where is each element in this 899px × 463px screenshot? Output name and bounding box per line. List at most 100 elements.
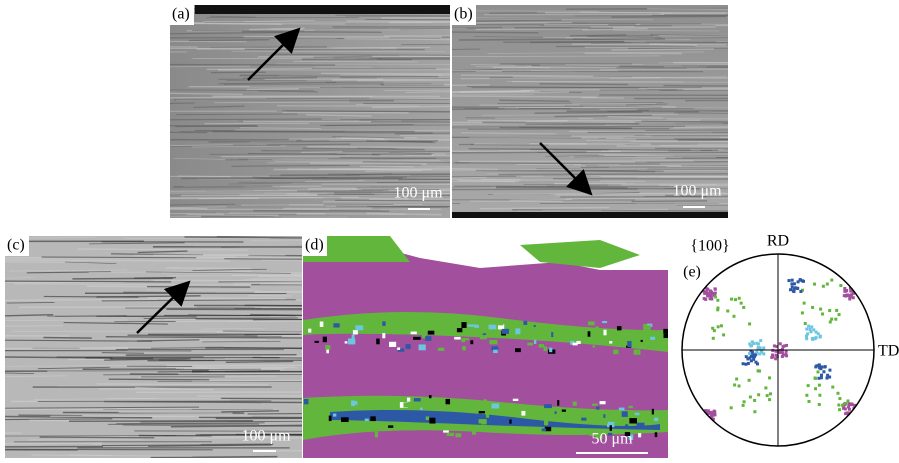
- pixel: [429, 418, 435, 424]
- pixel: [562, 330, 566, 333]
- streak: [178, 176, 231, 177]
- pixel: [652, 409, 654, 415]
- pole-point: [807, 384, 810, 387]
- pole-point: [710, 413, 713, 416]
- pole-point: [768, 376, 771, 379]
- pole-point: [828, 376, 831, 379]
- pole-point: [713, 329, 716, 332]
- pole-point: [743, 400, 746, 403]
- streak: [96, 316, 196, 317]
- pixel: [617, 326, 622, 330]
- pole-point: [791, 279, 794, 282]
- plane-label: {100}: [690, 238, 729, 255]
- pole-point: [805, 328, 808, 331]
- pixel: [644, 325, 651, 330]
- streak: [166, 268, 251, 269]
- pixel: [304, 399, 309, 404]
- pole-point: [820, 374, 823, 377]
- pixel: [420, 408, 422, 411]
- pixel: [596, 407, 599, 410]
- streak: [293, 61, 417, 62]
- streak: [0, 449, 213, 450]
- pixel: [605, 419, 608, 424]
- pixel: [654, 418, 658, 421]
- pole-point: [841, 404, 844, 407]
- pole-point: [838, 313, 841, 316]
- pixel: [664, 334, 671, 338]
- pole-point: [826, 283, 829, 286]
- streak: [99, 389, 214, 390]
- pole-point: [764, 386, 767, 389]
- pole-point: [730, 406, 733, 409]
- pixel: [515, 348, 521, 352]
- pixel: [629, 418, 637, 423]
- streak: [476, 170, 656, 171]
- pole-point: [748, 352, 751, 355]
- pixel: [595, 326, 599, 330]
- pole-point: [779, 342, 782, 345]
- pole-point: [749, 395, 752, 398]
- pixel: [426, 416, 429, 420]
- pole-point: [805, 337, 808, 340]
- pole-point: [836, 392, 839, 395]
- streak: [226, 361, 293, 362]
- pole-point: [811, 306, 814, 309]
- streak: [174, 100, 394, 101]
- panel-label: (a): [172, 6, 190, 23]
- streak: [0, 336, 69, 337]
- pixel: [382, 333, 385, 338]
- pole-point: [771, 354, 774, 357]
- pole-point: [738, 297, 741, 300]
- pixel: [405, 425, 412, 429]
- pole-point: [825, 377, 828, 380]
- streak: [664, 86, 759, 87]
- pixel: [457, 328, 462, 332]
- pixel: [341, 417, 349, 422]
- panel-label: (d): [305, 237, 324, 254]
- pixel: [573, 402, 577, 406]
- pole-point: [745, 363, 748, 366]
- pole-point: [804, 322, 807, 325]
- pixel: [429, 395, 432, 398]
- pole-point: [722, 333, 725, 336]
- pixel: [502, 329, 509, 334]
- pole-point: [819, 367, 822, 370]
- pixel: [650, 337, 655, 340]
- pixel: [619, 408, 625, 411]
- pole-point: [766, 394, 769, 397]
- pole-point: [831, 386, 834, 389]
- panel-e: {100} (e) RD TD: [682, 233, 899, 446]
- pixel: [544, 416, 551, 419]
- pole-point: [749, 344, 752, 347]
- pole-point: [785, 344, 788, 347]
- pole-point: [808, 400, 811, 403]
- pole-point: [847, 399, 850, 402]
- streak: [372, 106, 456, 107]
- scale-label: 100 μm: [672, 183, 722, 200]
- pixel: [613, 350, 618, 355]
- pixel: [447, 433, 454, 436]
- pole-point: [844, 290, 847, 293]
- streak: [588, 37, 661, 38]
- streak: [581, 167, 793, 168]
- pole-point: [712, 337, 715, 340]
- pole-point: [710, 297, 713, 300]
- streak: [253, 177, 296, 178]
- pixel: [492, 403, 500, 408]
- pole-point: [828, 369, 831, 372]
- streak: [18, 415, 82, 416]
- pole-point: [848, 408, 851, 411]
- panel-b: (b) 100 μm: [413, 5, 899, 218]
- pole-point: [754, 354, 757, 357]
- pixel: [443, 430, 449, 432]
- streak: [102, 353, 144, 354]
- streak: [677, 89, 790, 90]
- pole-point: [807, 325, 810, 328]
- pole-point: [816, 370, 819, 373]
- pole-point: [828, 309, 831, 312]
- pole-point: [799, 279, 802, 282]
- streak: [0, 326, 63, 327]
- scale-label: 100 μm: [241, 428, 291, 445]
- pixel: [515, 328, 520, 334]
- pixel: [536, 423, 543, 426]
